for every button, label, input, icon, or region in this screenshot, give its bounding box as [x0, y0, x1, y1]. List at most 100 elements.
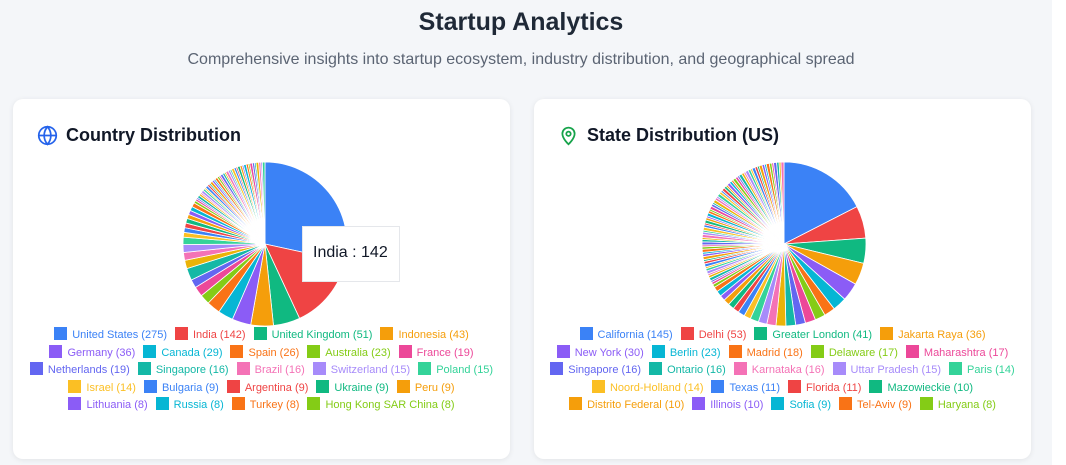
legend-item[interactable]: Ukraine (9) [316, 379, 389, 398]
legend-label: Singapore (16) [568, 364, 642, 376]
legend-label: Indonesia (43) [398, 329, 469, 341]
legend-item[interactable]: Peru (9) [396, 379, 455, 398]
legend-item[interactable]: Paris (14) [949, 362, 1015, 380]
legend-label: Karnataka (16) [751, 364, 825, 376]
legend-label: New York (30) [574, 346, 644, 359]
state-distribution-card: State Distribution (US) California (145)… [534, 99, 1031, 459]
legend-label: Haryana (8) [937, 399, 996, 411]
legend-swatch [307, 344, 321, 358]
legend-swatch [949, 362, 963, 375]
legend-swatch [832, 362, 846, 375]
legend-label: Netherlands (19) [47, 364, 130, 376]
pie-slice-other[interactable] [261, 161, 266, 245]
legend-item[interactable]: Delaware (17) [810, 344, 898, 363]
legend-item[interactable]: Canada (29) [143, 344, 223, 363]
legend-label: Canada (29) [161, 346, 223, 359]
country-legend: United States (275) India (142) United Kin… [21, 327, 502, 437]
legend-label: Paris (14) [967, 364, 1015, 376]
legend-label: Greater London (41) [772, 329, 873, 341]
legend-swatch [253, 327, 267, 340]
chart-tooltip: India : 142 [302, 226, 400, 282]
legend-item[interactable]: Distrito Federal (10) [569, 397, 684, 415]
page-edge [1052, 0, 1066, 465]
legend-item[interactable]: Uttar Pradesh (15) [832, 362, 942, 380]
legend-item[interactable]: Lithuania (8) [68, 397, 148, 415]
legend-label: Bulgaria (9) [161, 381, 219, 394]
legend-label: Ontario (16) [667, 364, 726, 376]
legend-swatch [68, 379, 82, 393]
legend-item[interactable]: United States (275) [54, 327, 167, 345]
legend-item[interactable]: Texas (11) [711, 379, 780, 398]
legend-item[interactable]: Maharashtra (17) [905, 344, 1009, 363]
legend-swatch [649, 362, 663, 375]
legend-swatch [591, 379, 605, 393]
pie-slice-california[interactable] [783, 161, 858, 245]
legend-item[interactable]: France (19) [398, 344, 474, 363]
legend-item[interactable]: United Kingdom (51) [253, 327, 372, 345]
state-pie-chart[interactable] [699, 159, 869, 329]
legend-item[interactable]: Germany (36) [49, 344, 135, 363]
legend-item[interactable]: Karnataka (16) [733, 362, 825, 380]
legend-item[interactable]: Ontario (16) [649, 362, 726, 380]
globe-icon [37, 125, 58, 146]
legend-label: Jakarta Raya (36) [898, 329, 986, 341]
legend-item[interactable]: Illinois (10) [692, 397, 763, 415]
card-header: State Distribution (US) [558, 125, 779, 146]
legend-item[interactable]: Sofia (9) [771, 397, 831, 415]
legend-swatch [839, 397, 853, 410]
legend-label: Poland (15) [436, 364, 494, 376]
legend-label: Lithuania (8) [86, 399, 148, 411]
legend-swatch [236, 362, 250, 375]
legend-item[interactable]: Mazowieckie (10) [869, 379, 973, 398]
country-pie-chart[interactable] [180, 159, 350, 329]
legend-item[interactable]: Singapore (16) [550, 362, 641, 380]
legend-label: Israel (14) [86, 381, 136, 394]
legend-swatch [54, 327, 68, 340]
legend-item[interactable]: Israel (14) [68, 379, 136, 398]
map-pin-icon [561, 126, 576, 146]
legend-item[interactable]: Madrid (18) [728, 344, 803, 363]
legend-swatch [788, 379, 802, 393]
legend-swatch [396, 379, 410, 393]
legend-swatch [579, 327, 593, 340]
legend-label: Maharashtra (17) [923, 346, 1009, 359]
legend-label: Uttar Pradesh (15) [850, 364, 942, 376]
card-header: Country Distribution [37, 125, 241, 146]
legend-label: Turkey (8) [249, 399, 300, 411]
pie-slice-other[interactable] [780, 161, 785, 245]
legend-label: Ukraine (9) [334, 381, 389, 394]
legend-item[interactable]: Indonesia (43) [380, 327, 469, 345]
legend-label: Madrid (18) [746, 346, 803, 359]
legend-label: Tel-Aviv (9) [857, 399, 912, 411]
legend-item[interactable]: Netherlands (19) [29, 362, 130, 380]
legend-swatch [398, 344, 412, 358]
legend-item[interactable]: India (142) [174, 327, 246, 345]
legend-swatch [569, 397, 583, 410]
legend-item[interactable]: Spain (26) [230, 344, 299, 363]
legend-item[interactable]: Noord-Holland (14) [591, 379, 704, 398]
legend-label: Australia (23) [325, 346, 391, 359]
legend-label: Noord-Holland (14) [609, 381, 704, 394]
legend-item[interactable]: Hong Kong SAR China (8) [307, 397, 455, 415]
legend-item[interactable]: Tel-Aviv (9) [839, 397, 912, 415]
legend-item[interactable]: Russia (8) [155, 397, 224, 415]
legend-item[interactable]: Australia (23) [307, 344, 391, 363]
legend-item[interactable]: New York (30) [556, 344, 644, 363]
legend-swatch [905, 344, 919, 358]
legend-item[interactable]: California (145) [579, 327, 673, 345]
legend-item[interactable]: Berlin (23) [651, 344, 721, 363]
legend-item[interactable]: Singapore (16) [137, 362, 229, 380]
legend-item[interactable]: Delhi (53) [680, 327, 746, 345]
legend-item[interactable]: Bulgaria (9) [143, 379, 219, 398]
legend-item[interactable]: Poland (15) [418, 362, 493, 380]
legend-swatch [380, 327, 394, 340]
legend-item[interactable]: Haryana (8) [919, 397, 996, 415]
legend-item[interactable]: Brazil (16) [236, 362, 305, 380]
legend-item[interactable]: Argentina (9) [226, 379, 308, 398]
legend-item[interactable]: Switzerland (15) [312, 362, 410, 380]
legend-item[interactable]: Turkey (8) [231, 397, 300, 415]
legend-item[interactable]: Florida (11) [788, 379, 861, 398]
legend-item[interactable]: Greater London (41) [754, 327, 872, 345]
legend-swatch [680, 327, 694, 340]
legend-item[interactable]: Jakarta Raya (36) [880, 327, 986, 345]
